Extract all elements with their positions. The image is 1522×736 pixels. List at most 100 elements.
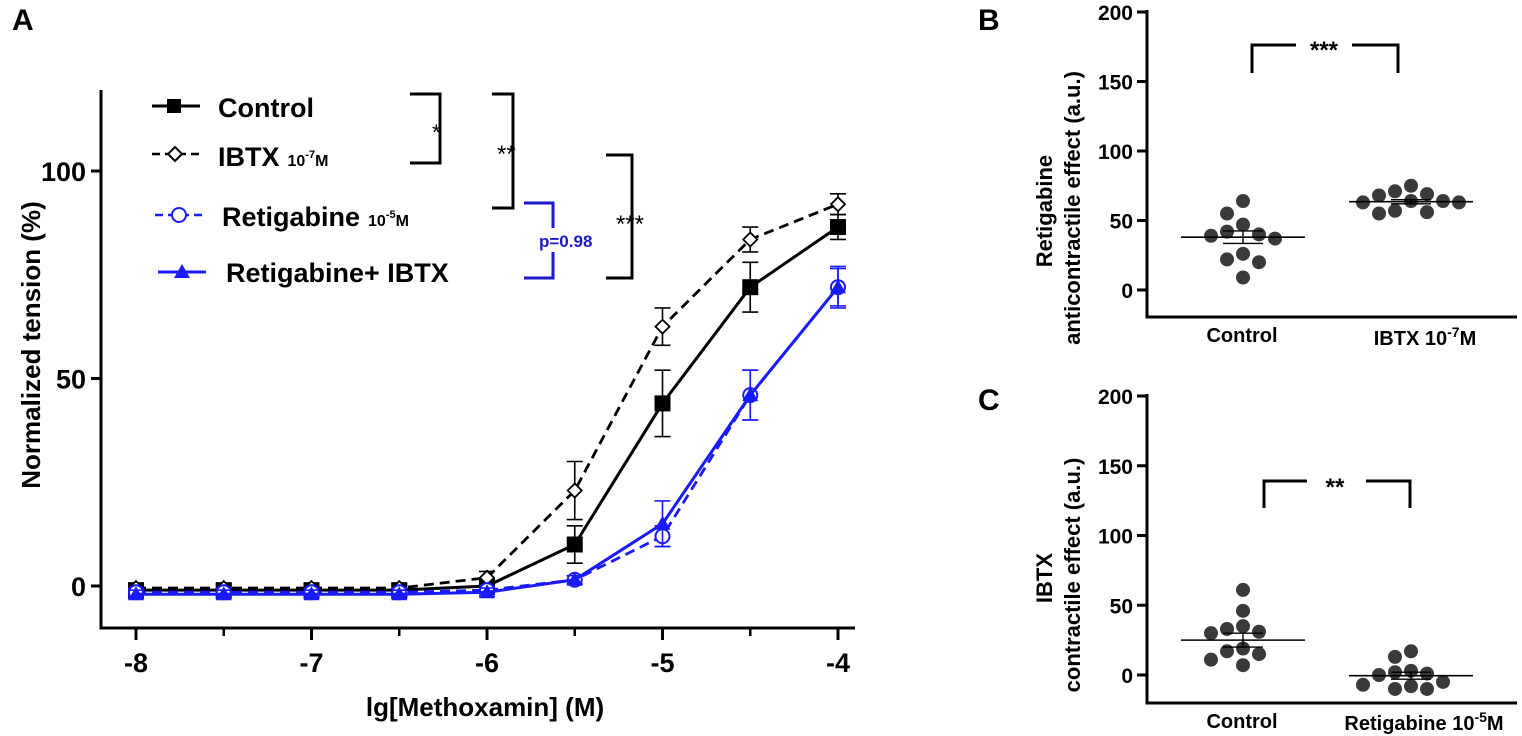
b-data-point xyxy=(1236,194,1250,209)
sig-control-ibtx: * xyxy=(432,120,441,145)
c-data-point xyxy=(1204,652,1218,667)
sig-ibtx-combo: *** xyxy=(616,211,644,238)
c-significance-bracket-right xyxy=(1366,479,1412,508)
c-group-label-control: Control xyxy=(1206,711,1277,733)
b-group-label-control: Control xyxy=(1206,325,1277,347)
data-point xyxy=(654,318,671,335)
b-data-point xyxy=(1268,231,1282,246)
series-retigabine xyxy=(128,265,846,601)
c-group-label-retigabine: Retigabine 10-5M xyxy=(1344,709,1503,735)
legend-retigabine-marker xyxy=(171,207,187,223)
a-y-ticks: 0 50 100 xyxy=(41,157,101,602)
bracket-ibtx-combo xyxy=(606,153,634,280)
c-data-point xyxy=(1236,658,1250,673)
a-y-tick-label: 0 xyxy=(71,572,86,602)
data-point xyxy=(654,515,671,530)
series-line xyxy=(136,286,840,594)
b-data-point xyxy=(1252,255,1266,270)
panel-label-a: A xyxy=(12,4,34,37)
sig-retigabine-combo: p=0.98 xyxy=(539,232,592,251)
c-data-point xyxy=(1236,619,1250,634)
b-significance-bracket-right xyxy=(1352,43,1400,73)
c-data-point xyxy=(1436,674,1450,689)
panel-c: 0 50 100 150 200 IBTX contractile effect (a.… xyxy=(1032,386,1517,735)
data-point xyxy=(654,395,671,412)
data-point xyxy=(128,586,144,601)
series-line xyxy=(136,202,839,590)
c-data-point xyxy=(1404,663,1418,678)
b-y-axis-label: Retigabine anticontractile effect (a.u.) xyxy=(1032,71,1085,345)
a-x-tick-label: -7 xyxy=(299,648,323,678)
c-data-point xyxy=(1356,677,1370,692)
a-x-ticks: -8 -7 -6 -5 -4 xyxy=(124,628,850,678)
b-data-point xyxy=(1372,188,1386,203)
c-data-point xyxy=(1404,644,1418,659)
c-points xyxy=(1181,582,1473,696)
c-data-point xyxy=(1420,681,1434,696)
series-retigabine-ibtx xyxy=(128,267,846,601)
c-y-tick-label: 100 xyxy=(1098,526,1133,549)
legend-combo-marker xyxy=(174,264,190,278)
a-x-tick-label: -4 xyxy=(826,648,850,678)
a-x-tick-label: -8 xyxy=(124,648,148,678)
data-point xyxy=(741,231,759,248)
sig-control-retigabine: ** xyxy=(497,141,516,168)
legend-combo-label: Retigabine+ IBTX xyxy=(226,258,449,288)
b-data-point xyxy=(1420,187,1434,202)
c-significance-bracket xyxy=(1262,479,1307,508)
b-group-label-ibtx: IBTX 10-7M xyxy=(1374,324,1476,350)
b-data-point xyxy=(1420,205,1434,220)
b-points xyxy=(1181,178,1473,285)
c-y-tick-label: 150 xyxy=(1098,456,1133,479)
panel-label-c: C xyxy=(978,384,1000,417)
data-point xyxy=(215,586,232,601)
bracket-control-retigabine xyxy=(492,92,515,210)
data-point xyxy=(566,482,584,499)
legend-ibtx-marker xyxy=(166,145,184,163)
series-line xyxy=(136,286,840,596)
b-data-point xyxy=(1220,252,1234,267)
a-series-group xyxy=(127,193,847,601)
b-data-point xyxy=(1220,206,1234,221)
b-y-tick-label: 100 xyxy=(1098,141,1133,164)
pval-background xyxy=(537,228,605,252)
b-data-point xyxy=(1236,246,1250,261)
c-data-point xyxy=(1388,681,1402,696)
a-y-tick-label: 100 xyxy=(41,157,86,187)
a-y-tick-label: 50 xyxy=(56,365,86,395)
c-data-point xyxy=(1204,626,1218,641)
legend-retigabine-label: Retigabine 10-5M xyxy=(222,202,409,232)
panel-label-b: B xyxy=(978,4,1000,37)
c-data-point xyxy=(1236,641,1250,656)
legend-ibtx-label: IBTX 10-7M xyxy=(218,142,328,172)
c-data-point xyxy=(1420,666,1434,681)
c-data-point xyxy=(1404,679,1418,694)
c-data-point xyxy=(1220,621,1234,636)
data-point xyxy=(830,279,846,294)
data-point xyxy=(479,584,495,599)
data-point xyxy=(742,387,759,402)
data-point xyxy=(566,571,583,586)
b-data-point xyxy=(1252,227,1266,242)
c-y-tick-label: 200 xyxy=(1098,386,1133,409)
a-x-axis-label: lg[Methoxamin] (M) xyxy=(366,692,604,722)
series-ibtx xyxy=(127,193,847,597)
b-significance-bracket xyxy=(1250,43,1296,73)
c-data-point xyxy=(1252,647,1266,662)
b-y-tick-label: 50 xyxy=(1110,211,1133,234)
a-x-tick-label: -5 xyxy=(650,648,674,678)
panel-a: 0 50 100 -8 -7 -6 -5 -4 Normalized tension (%)… xyxy=(16,90,855,722)
a-significance: * ** *** p=0.98 xyxy=(410,92,644,280)
b-data-point xyxy=(1236,217,1250,232)
b-data-point xyxy=(1204,228,1218,243)
a-x-tick-label: -6 xyxy=(475,648,499,678)
b-y-tick-label: 150 xyxy=(1098,72,1133,95)
c-data-point xyxy=(1388,649,1402,664)
panel-b: 0 50 100 150 200 Retigabine anticontractile … xyxy=(1032,2,1517,350)
a-legend: Control IBTX 10-7M Retigabine 10-5M Retiga… xyxy=(152,93,449,288)
legend-control-marker xyxy=(167,99,181,113)
c-data-point xyxy=(1236,582,1250,597)
c-y-tick-label: 50 xyxy=(1110,595,1133,618)
b-y-tick-label: 0 xyxy=(1121,280,1133,303)
